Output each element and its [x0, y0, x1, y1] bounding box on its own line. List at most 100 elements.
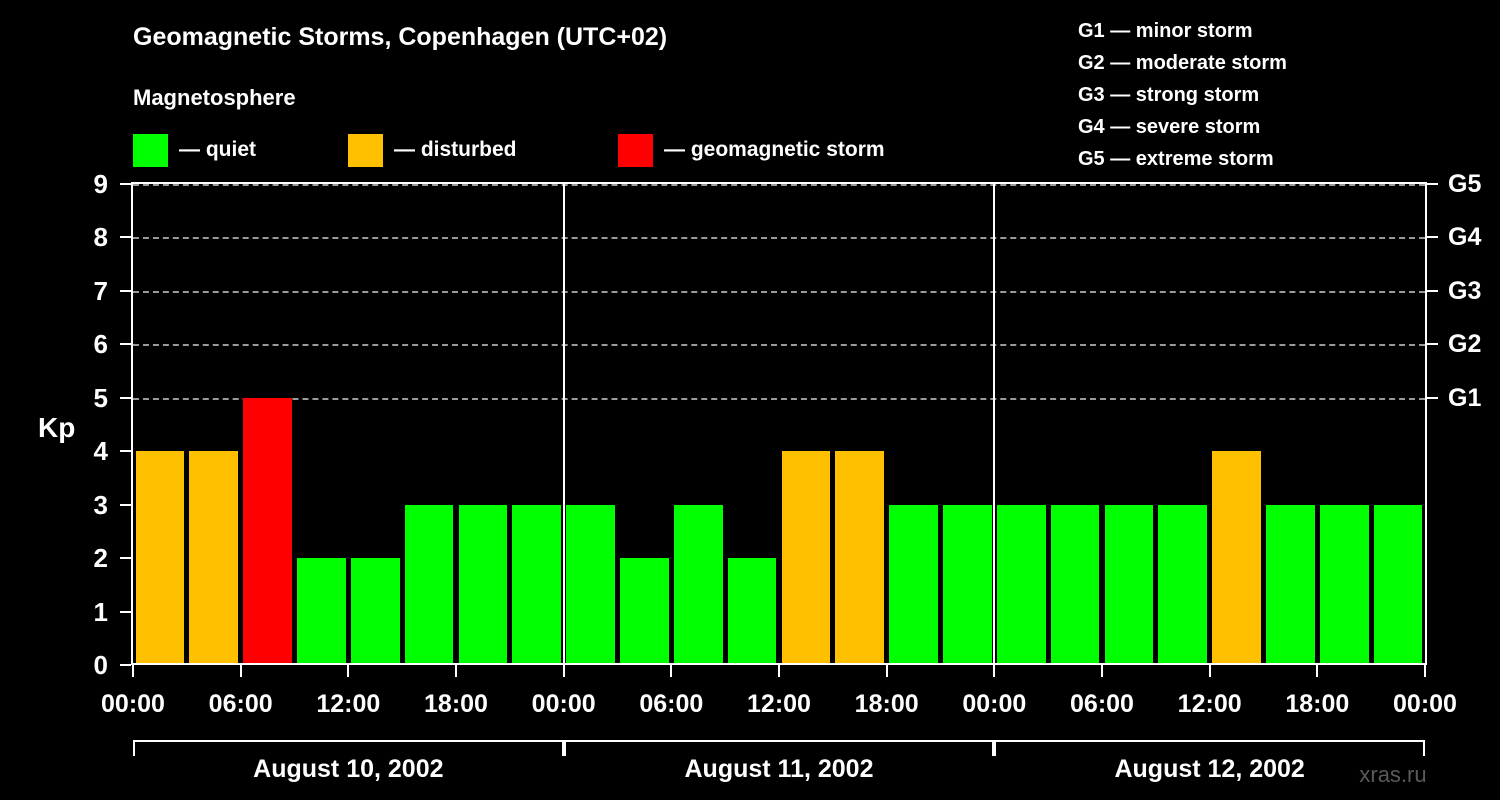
plot-frame	[131, 182, 1427, 665]
page-title: Geomagnetic Storms, Copenhagen (UTC+02)	[133, 23, 668, 51]
x-tick-label-9: 06:00	[1070, 690, 1134, 718]
bar-kp-2	[243, 397, 292, 665]
y-tick-mark-7	[120, 289, 131, 292]
x-tick-label-1: 06:00	[208, 690, 273, 718]
x-tick-mark-3	[455, 665, 457, 677]
legend-swatch-storm-icon	[618, 133, 653, 167]
y-tick-mark-3	[120, 503, 131, 506]
y-tick-mark-1	[120, 610, 131, 613]
bar-kp-5	[404, 504, 454, 665]
g-tick-mark-G1	[1427, 396, 1438, 399]
x-tick-label-7: 18:00	[854, 690, 919, 718]
bar-kp-22	[1319, 504, 1369, 665]
g-legend-row-4: G4 — severe storm	[1078, 116, 1261, 138]
y-tick-label-2: 2	[93, 543, 108, 574]
x-tick-mark-4	[562, 665, 565, 677]
bar-kp-20	[1212, 451, 1261, 665]
x-tick-label-0: 00:00	[101, 690, 165, 718]
plot-area	[133, 184, 1425, 665]
x-tick-mark-10	[1208, 665, 1211, 677]
g-tick-mark-G3	[1427, 289, 1438, 292]
y-tick-mark-0	[120, 664, 131, 666]
bar-kp-11	[727, 558, 777, 665]
x-tick-label-11: 18:00	[1285, 690, 1350, 718]
bar-kp-18	[1104, 504, 1154, 665]
x-tick-label-6: 12:00	[747, 690, 811, 718]
date-bracket-2	[563, 740, 995, 756]
y-axis-title: Kp	[38, 412, 76, 443]
y-tick-label-4: 4	[93, 436, 108, 467]
x-tick-label-8: 00:00	[962, 690, 1027, 718]
x-tick-mark-9	[1101, 665, 1103, 677]
x-tick-mark-1	[239, 665, 242, 677]
gridline-kp-8	[133, 237, 1425, 240]
y-tick-mark-2	[120, 557, 131, 560]
g-tick-mark-G5	[1427, 183, 1438, 185]
day-separator-1	[562, 184, 565, 665]
x-tick-label-3: 18:00	[424, 690, 488, 718]
y-tick-label-6: 6	[93, 329, 108, 360]
legend-entry-storm: — geomagnetic storm	[618, 132, 885, 168]
y-tick-label-3: 3	[93, 489, 108, 520]
g-legend-row-1: G1 — minor storm	[1078, 20, 1253, 42]
bar-kp-7	[512, 504, 562, 665]
bar-kp-4	[350, 558, 400, 665]
x-tick-mark-8	[993, 665, 996, 677]
x-tick-label-5: 06:00	[639, 690, 704, 718]
legend-label-storm: — geomagnetic storm	[664, 138, 885, 161]
date-bracket-3	[994, 740, 1425, 756]
g-tick-label-G3: G3	[1448, 276, 1482, 305]
x-tick-mark-2	[347, 665, 350, 677]
legend-swatch-quiet-icon	[133, 133, 168, 167]
g-legend-row-2: G2 — moderate storm	[1078, 52, 1287, 74]
x-tick-label-10: 12:00	[1177, 690, 1242, 718]
y-tick-label-1: 1	[93, 596, 108, 627]
day-separator-2	[993, 184, 996, 665]
x-tick-mark-12	[1424, 665, 1426, 677]
bar-kp-8	[566, 504, 615, 665]
bar-kp-10	[673, 504, 723, 665]
y-tick-label-5: 5	[93, 382, 108, 413]
bar-kp-23	[1373, 504, 1423, 665]
g-legend-row-3: G3 — strong storm	[1078, 84, 1260, 106]
bar-kp-0	[135, 451, 185, 665]
legend-label-quiet: — quiet	[179, 138, 256, 161]
x-tick-label-2: 12:00	[316, 690, 381, 718]
gridline-kp-5	[133, 397, 1425, 400]
y-tick-label-7: 7	[93, 275, 108, 306]
y-tick-label-8: 8	[93, 222, 108, 253]
g-tick-mark-G4	[1427, 236, 1438, 239]
g-tick-mark-G2	[1427, 343, 1438, 346]
bar-kp-14	[889, 504, 938, 665]
date-bracket-1	[133, 740, 564, 756]
legend-entry-disturbed: — disturbed	[348, 132, 517, 168]
x-tick-label-4: 00:00	[531, 690, 596, 718]
g-tick-label-G1: G1	[1448, 383, 1482, 412]
x-tick-label-12: 00:00	[1393, 690, 1457, 718]
bar-kp-17	[1050, 504, 1100, 665]
date-label-2: August 11, 2002	[684, 755, 874, 783]
bar-kp-12	[781, 451, 831, 665]
bar-kp-9	[620, 558, 669, 665]
gridline-kp-9	[133, 184, 1425, 186]
x-tick-mark-7	[885, 665, 888, 677]
watermark: xras.ru	[1359, 762, 1427, 787]
g-legend-row-5: G5 — extreme storm	[1078, 148, 1274, 170]
y-tick-label-9: 9	[93, 169, 108, 199]
bar-kp-19	[1158, 504, 1208, 665]
y-tick-label-0: 0	[93, 650, 108, 680]
bar-kp-13	[835, 451, 885, 665]
x-tick-mark-5	[670, 665, 673, 677]
x-tick-mark-11	[1316, 665, 1319, 677]
g-tick-label-G4: G4	[1448, 223, 1482, 252]
legend-label-disturbed: — disturbed	[394, 138, 517, 161]
y-tick-mark-4	[120, 450, 131, 453]
y-tick-mark-5	[120, 396, 131, 399]
chart-subtitle: Magnetosphere	[133, 85, 296, 110]
x-tick-mark-6	[778, 665, 780, 677]
y-tick-mark-8	[120, 236, 131, 239]
y-tick-mark-9	[120, 183, 131, 185]
date-label-1: August 10, 2002	[253, 755, 444, 783]
g-tick-label-G2: G2	[1448, 330, 1482, 359]
bar-kp-16	[996, 504, 1046, 665]
